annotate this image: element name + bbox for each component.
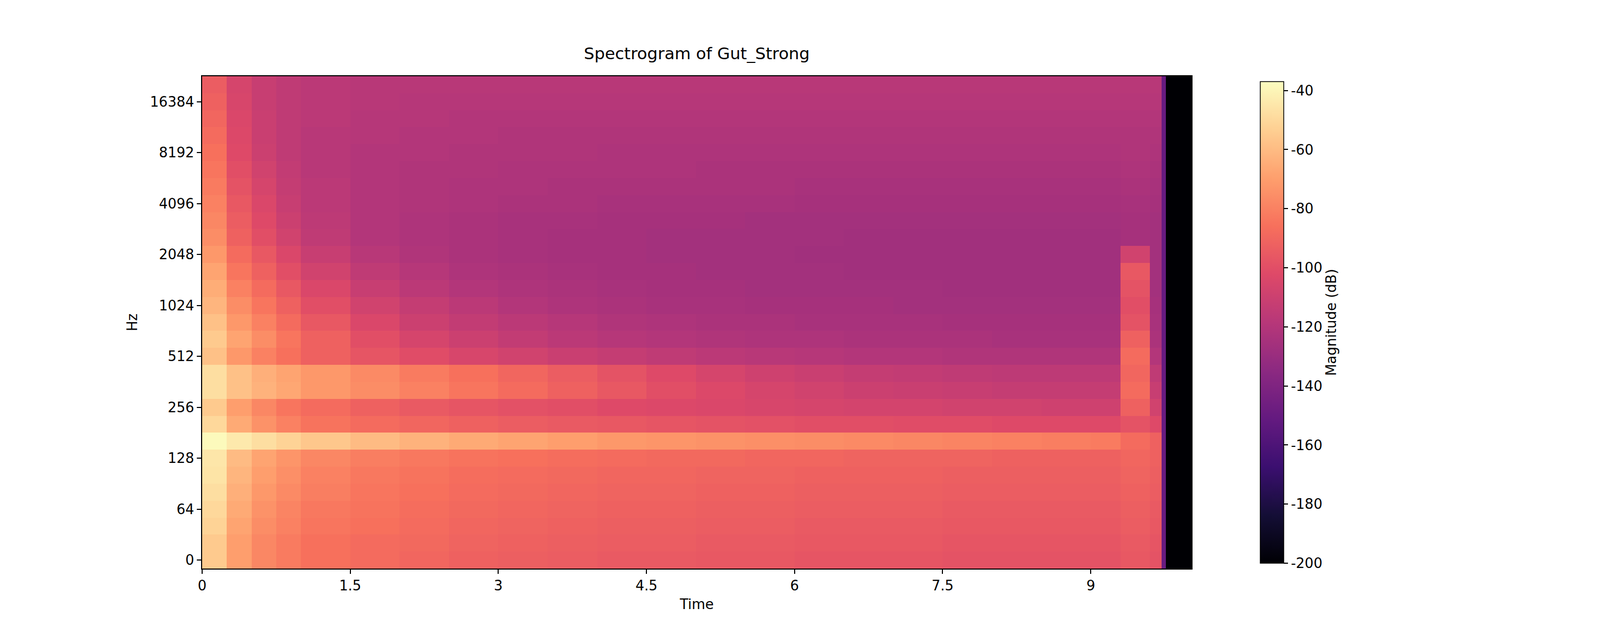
svg-text:4.5: 4.5 — [635, 577, 658, 594]
svg-text:4096: 4096 — [158, 195, 195, 212]
svg-text:6: 6 — [790, 577, 800, 594]
svg-text:-40: -40 — [1290, 82, 1314, 99]
svg-text:0: 0 — [185, 552, 195, 568]
svg-text:16384: 16384 — [149, 93, 195, 110]
svg-text:7.5: 7.5 — [931, 577, 954, 594]
svg-text:1.5: 1.5 — [339, 577, 362, 594]
svg-text:9: 9 — [1086, 577, 1096, 594]
svg-text:128: 128 — [167, 450, 195, 467]
svg-text:8192: 8192 — [158, 144, 195, 161]
svg-text:Hz: Hz — [124, 313, 141, 332]
svg-text:-200: -200 — [1290, 555, 1323, 572]
svg-text:Time: Time — [679, 596, 715, 613]
svg-text:256: 256 — [167, 399, 195, 416]
svg-text:Magnitude (dB): Magnitude (dB) — [1323, 268, 1340, 376]
svg-text:-80: -80 — [1290, 200, 1314, 217]
svg-text:-60: -60 — [1290, 141, 1314, 158]
svg-text:-160: -160 — [1290, 437, 1323, 454]
svg-text:0: 0 — [197, 577, 207, 594]
svg-text:-120: -120 — [1290, 318, 1323, 335]
svg-text:-100: -100 — [1290, 259, 1323, 276]
svg-text:-180: -180 — [1290, 496, 1323, 512]
svg-text:Spectrogram of Gut_Strong: Spectrogram of Gut_Strong — [584, 43, 810, 63]
svg-text:64: 64 — [176, 501, 195, 518]
svg-text:1024: 1024 — [158, 297, 195, 314]
svg-text:3: 3 — [493, 577, 503, 594]
svg-text:-140: -140 — [1290, 378, 1323, 395]
svg-text:512: 512 — [167, 348, 195, 365]
svg-text:2048: 2048 — [158, 246, 195, 263]
